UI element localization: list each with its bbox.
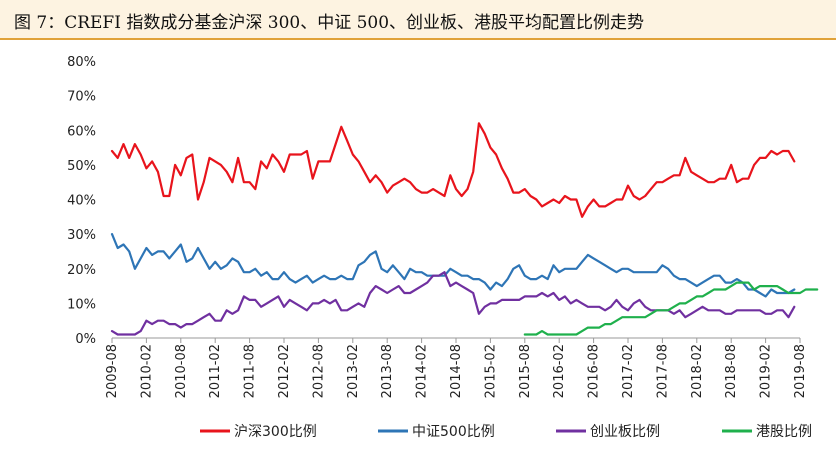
y-tick-label: 10%: [67, 297, 96, 312]
x-tick-label: 2011-02: [208, 344, 223, 398]
x-tick-label: 2013-02: [346, 344, 361, 398]
x-tick-label: 2009-08: [105, 344, 120, 398]
x-tick-label: 2013-08: [380, 344, 395, 398]
y-tick-label: 60%: [67, 124, 96, 139]
x-tick-label: 2019-02: [759, 344, 774, 398]
x-tick-label: 2011-08: [243, 344, 258, 398]
legend-label: 港股比例: [756, 424, 812, 440]
x-tick-label: 2019-08: [793, 344, 808, 398]
series-line-2: [110, 271, 796, 336]
x-tick-label: 2014-08: [449, 344, 464, 398]
x-tick-label: 2014-02: [415, 344, 430, 398]
x-tick-label: 2010-08: [174, 344, 189, 398]
series-line-1: [110, 233, 796, 298]
y-tick-label: 50%: [67, 159, 96, 174]
series-line-3: [523, 281, 819, 336]
y-tick-label: 40%: [67, 194, 96, 209]
figure-title: 图 7：CREFI 指数成分基金沪深 300、中证 500、创业板、港股平均配置…: [14, 13, 645, 33]
x-tick-label: 2012-02: [277, 344, 292, 398]
x-tick-label: 2016-02: [552, 344, 567, 398]
x-tick-label: 2010-02: [139, 344, 154, 398]
x-tick-label: 2015-08: [518, 344, 533, 398]
y-tick-label: 30%: [67, 228, 96, 243]
legend-label: 中证500比例: [412, 424, 495, 440]
x-tick-label: 2018-08: [724, 344, 739, 398]
x-tick-label: 2012-08: [311, 344, 326, 398]
x-tick-label: 2018-02: [690, 344, 705, 398]
figure-title-bar: 图 7：CREFI 指数成分基金沪深 300、中证 500、创业板、港股平均配置…: [0, 0, 836, 40]
y-tick-label: 0%: [75, 332, 96, 347]
legend-label: 创业板比例: [590, 424, 660, 440]
x-tick-label: 2017-02: [621, 344, 636, 398]
legend-label: 沪深300比例: [234, 424, 317, 440]
x-tick-label: 2017-08: [655, 344, 670, 398]
x-tick-label: 2015-02: [483, 344, 498, 398]
y-tick-label: 70%: [67, 90, 96, 105]
x-tick-label: 2016-08: [587, 344, 602, 398]
series-line-0: [110, 122, 796, 218]
y-tick-label: 80%: [67, 55, 96, 70]
y-tick-label: 20%: [67, 263, 96, 278]
